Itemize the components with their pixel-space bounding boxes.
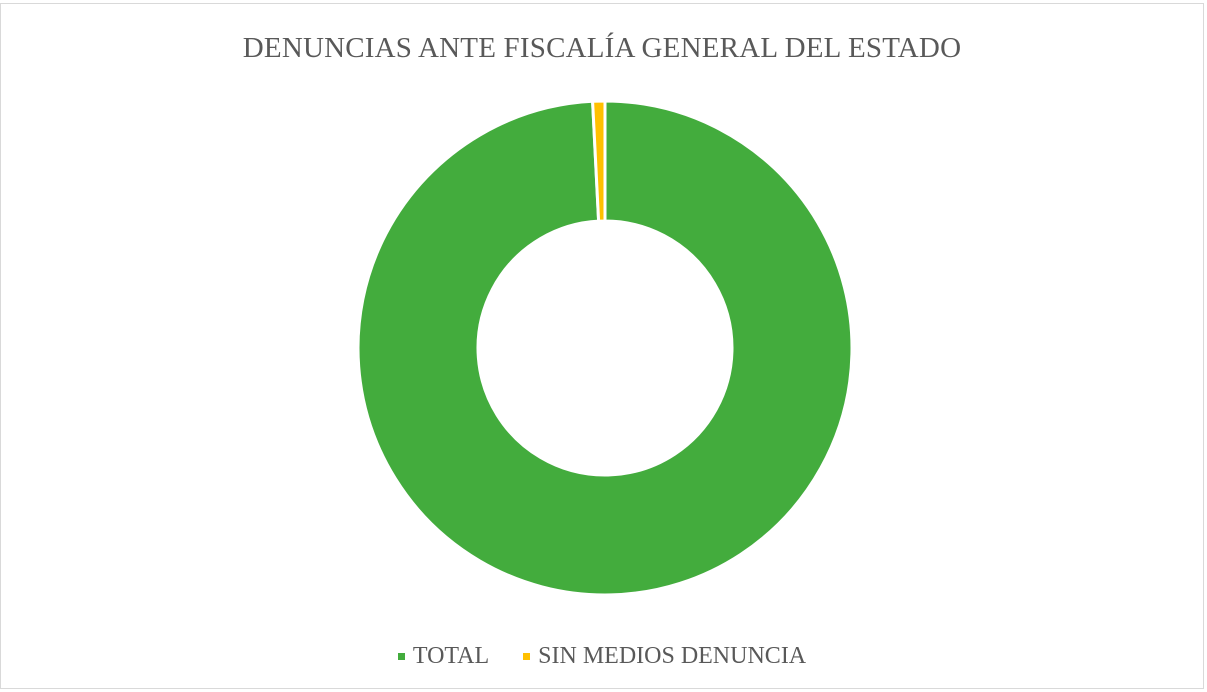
legend-swatch-total	[397, 653, 405, 660]
legend-label-total: TOTAL	[412, 643, 490, 669]
legend-swatch-sin-medios-denuncia	[523, 653, 531, 660]
chart-legend: TOTAL SIN MEDIOS DENUNCIA	[1, 643, 1203, 670]
legend-item-sin-medios-denuncia: SIN MEDIOS DENUNCIA	[523, 643, 806, 670]
donut-slice-total	[356, 99, 854, 597]
donut-chart	[356, 99, 854, 597]
chart-title: DENUNCIAS ANTE FISCALÍA GENERAL DEL ESTA…	[242, 32, 962, 64]
legend-item-total: TOTAL	[397, 643, 490, 670]
legend-label-sin-medios-denuncia: SIN MEDIOS DENUNCIA	[538, 643, 807, 669]
chart-area: DENUNCIAS ANTE FISCALÍA GENERAL DEL ESTA…	[0, 3, 1204, 689]
donut-slice-sin-medios-denuncia	[591, 99, 607, 223]
